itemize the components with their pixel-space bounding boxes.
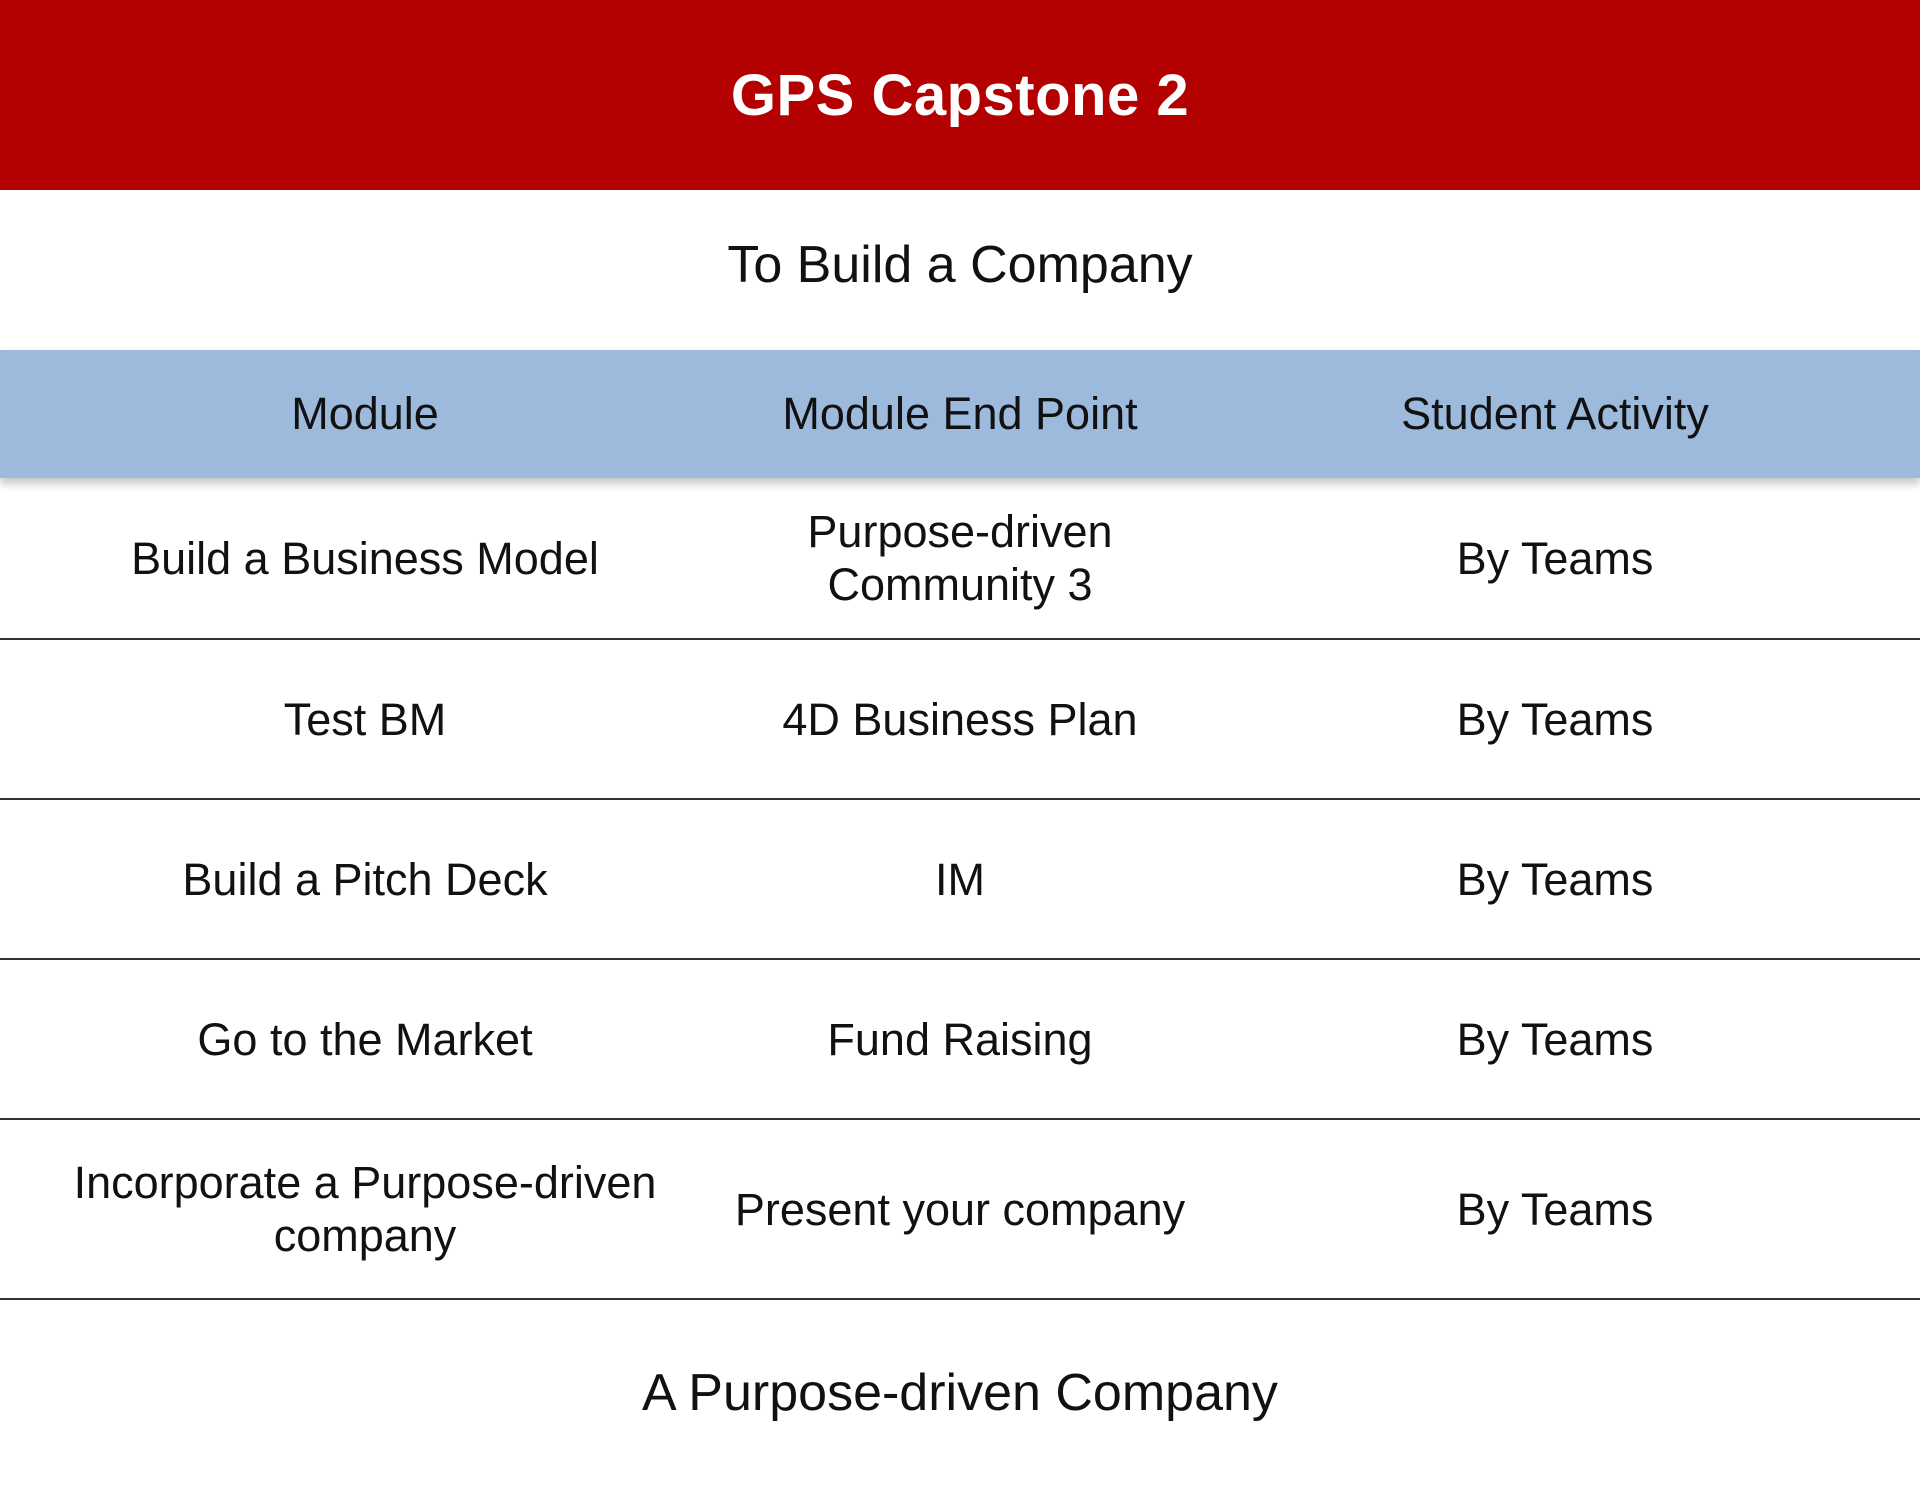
cell-end-point: Present your company: [734, 1183, 1186, 1235]
cell-activity: By Teams: [1456, 853, 1654, 905]
page-title: GPS Capstone 2: [730, 62, 1190, 128]
footer-caption: A Purpose-driven Company: [642, 1364, 1278, 1422]
cell-activity: By Teams: [1456, 532, 1654, 584]
cell-activity: By Teams: [1456, 1183, 1654, 1235]
column-header-module: Module: [291, 388, 439, 439]
cell-activity: By Teams: [1456, 693, 1654, 745]
column-header-end-point: Module End Point: [782, 388, 1138, 439]
table-row: Build a Business Model Purpose-driven Co…: [0, 478, 1920, 640]
cell-module: Build a Pitch Deck: [182, 853, 548, 905]
cell-module: Test BM: [283, 693, 447, 745]
table-row: Test BM 4D Business Plan By Teams: [0, 640, 1920, 800]
cell-module: Go to the Market: [197, 1013, 533, 1065]
cell-end-point: Fund Raising: [827, 1013, 1093, 1065]
table-row: Build a Pitch Deck IM By Teams: [0, 800, 1920, 960]
column-header-activity: Student Activity: [1401, 388, 1709, 439]
cell-module: Incorporate a Purpose-driven company: [73, 1157, 657, 1261]
cell-end-point: 4D Business Plan: [782, 693, 1138, 745]
cell-end-point: IM: [935, 853, 985, 905]
table-body: Build a Business Model Purpose-driven Co…: [0, 478, 1920, 1300]
page-subtitle: To Build a Company: [727, 236, 1193, 294]
table-header-row: Module Module End Point Student Activity: [0, 350, 1920, 478]
cell-end-point: Purpose-driven Community 3: [807, 506, 1113, 610]
title-banner: GPS Capstone 2: [0, 0, 1920, 190]
cell-activity: By Teams: [1456, 1013, 1654, 1065]
cell-module: Build a Business Model: [131, 532, 599, 584]
table-row: Go to the Market Fund Raising By Teams: [0, 960, 1920, 1120]
table-row: Incorporate a Purpose-driven company Pre…: [0, 1120, 1920, 1300]
